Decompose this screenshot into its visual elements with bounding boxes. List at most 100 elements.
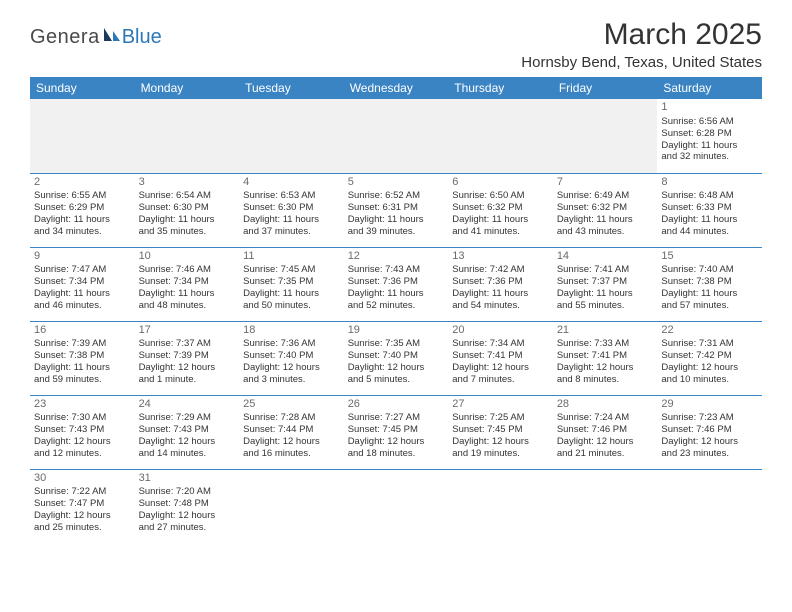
daylight-line1: Daylight: 11 hours [452,288,549,300]
sunset-text: Sunset: 7:40 PM [243,350,340,362]
day-number: 16 [34,324,131,338]
sunrise-text: Sunrise: 7:37 AM [139,338,236,350]
sunset-text: Sunset: 6:31 PM [348,202,445,214]
weekday-header: Tuesday [239,77,344,99]
day-number: 22 [661,324,758,338]
daylight-line1: Daylight: 11 hours [348,214,445,226]
daylight-line2: and 1 minute. [139,374,236,386]
daylight-line1: Daylight: 12 hours [139,436,236,448]
day-number: 7 [557,176,654,190]
calendar-day-cell: 9Sunrise: 7:47 AMSunset: 7:34 PMDaylight… [30,247,135,321]
day-number: 11 [243,250,340,264]
daylight-line2: and 10 minutes. [661,374,758,386]
sunset-text: Sunset: 7:42 PM [661,350,758,362]
day-number: 3 [139,176,236,190]
day-number: 12 [348,250,445,264]
sunset-text: Sunset: 6:29 PM [34,202,131,214]
day-number: 27 [452,398,549,412]
sunset-text: Sunset: 6:33 PM [661,202,758,214]
sunset-text: Sunset: 7:35 PM [243,276,340,288]
calendar-day-cell: 5Sunrise: 6:52 AMSunset: 6:31 PMDaylight… [344,173,449,247]
sunset-text: Sunset: 7:41 PM [452,350,549,362]
calendar-day-cell: 4Sunrise: 6:53 AMSunset: 6:30 PMDaylight… [239,173,344,247]
weekday-header: Friday [553,77,658,99]
calendar-day-cell [553,99,658,173]
sunset-text: Sunset: 7:48 PM [139,498,236,510]
calendar-table: Sunday Monday Tuesday Wednesday Thursday… [30,77,762,543]
sunrise-text: Sunrise: 7:35 AM [348,338,445,350]
calendar-day-cell: 27Sunrise: 7:25 AMSunset: 7:45 PMDayligh… [448,395,553,469]
calendar-day-cell: 18Sunrise: 7:36 AMSunset: 7:40 PMDayligh… [239,321,344,395]
daylight-line2: and 55 minutes. [557,300,654,312]
daylight-line1: Daylight: 12 hours [348,436,445,448]
daylight-line1: Daylight: 11 hours [557,288,654,300]
day-number: 10 [139,250,236,264]
calendar-day-cell: 17Sunrise: 7:37 AMSunset: 7:39 PMDayligh… [135,321,240,395]
day-number: 14 [557,250,654,264]
title-block: March 2025 Hornsby Bend, Texas, United S… [521,18,762,71]
sunset-text: Sunset: 7:43 PM [139,424,236,436]
sunrise-text: Sunrise: 7:30 AM [34,412,131,424]
calendar-day-cell: 24Sunrise: 7:29 AMSunset: 7:43 PMDayligh… [135,395,240,469]
day-number: 4 [243,176,340,190]
month-title: March 2025 [521,18,762,52]
daylight-line2: and 59 minutes. [34,374,131,386]
sunset-text: Sunset: 6:30 PM [243,202,340,214]
daylight-line2: and 14 minutes. [139,448,236,460]
daylight-line1: Daylight: 11 hours [348,288,445,300]
daylight-line2: and 57 minutes. [661,300,758,312]
daylight-line1: Daylight: 11 hours [243,214,340,226]
daylight-line2: and 44 minutes. [661,226,758,238]
daylight-line1: Daylight: 12 hours [34,436,131,448]
sunset-text: Sunset: 6:32 PM [452,202,549,214]
daylight-line1: Daylight: 11 hours [139,214,236,226]
day-number: 24 [139,398,236,412]
calendar-day-cell: 29Sunrise: 7:23 AMSunset: 7:46 PMDayligh… [657,395,762,469]
calendar-day-cell [30,99,135,173]
calendar-day-cell: 8Sunrise: 6:48 AMSunset: 6:33 PMDaylight… [657,173,762,247]
sunrise-text: Sunrise: 6:54 AM [139,190,236,202]
sunset-text: Sunset: 7:34 PM [34,276,131,288]
daylight-line1: Daylight: 11 hours [661,214,758,226]
calendar-day-cell [448,99,553,173]
calendar-day-cell: 19Sunrise: 7:35 AMSunset: 7:40 PMDayligh… [344,321,449,395]
calendar-day-cell [657,469,762,543]
sunrise-text: Sunrise: 6:55 AM [34,190,131,202]
calendar-day-cell: 6Sunrise: 6:50 AMSunset: 6:32 PMDaylight… [448,173,553,247]
sunrise-text: Sunrise: 7:39 AM [34,338,131,350]
sunset-text: Sunset: 7:47 PM [34,498,131,510]
sunrise-text: Sunrise: 6:52 AM [348,190,445,202]
sunrise-text: Sunrise: 7:33 AM [557,338,654,350]
calendar-day-cell [239,99,344,173]
sunset-text: Sunset: 7:45 PM [348,424,445,436]
daylight-line2: and 23 minutes. [661,448,758,460]
calendar-day-cell: 1Sunrise: 6:56 AMSunset: 6:28 PMDaylight… [657,99,762,173]
calendar-day-cell: 22Sunrise: 7:31 AMSunset: 7:42 PMDayligh… [657,321,762,395]
sunset-text: Sunset: 6:32 PM [557,202,654,214]
sunrise-text: Sunrise: 7:36 AM [243,338,340,350]
calendar-day-cell: 16Sunrise: 7:39 AMSunset: 7:38 PMDayligh… [30,321,135,395]
day-number: 2 [34,176,131,190]
daylight-line1: Daylight: 12 hours [34,510,131,522]
calendar-day-cell: 20Sunrise: 7:34 AMSunset: 7:41 PMDayligh… [448,321,553,395]
calendar-page: Genera Blue March 2025 Hornsby Bend, Tex… [0,0,792,543]
calendar-week-row: 9Sunrise: 7:47 AMSunset: 7:34 PMDaylight… [30,247,762,321]
day-number: 15 [661,250,758,264]
daylight-line2: and 5 minutes. [348,374,445,386]
day-number: 25 [243,398,340,412]
weekday-header: Sunday [30,77,135,99]
sunrise-text: Sunrise: 7:43 AM [348,264,445,276]
sunrise-text: Sunrise: 7:27 AM [348,412,445,424]
sunrise-text: Sunrise: 7:41 AM [557,264,654,276]
daylight-line2: and 25 minutes. [34,522,131,534]
sunset-text: Sunset: 7:38 PM [661,276,758,288]
calendar-week-row: 2Sunrise: 6:55 AMSunset: 6:29 PM Daylight… [30,173,762,247]
calendar-week-row: 30Sunrise: 7:22 AMSunset: 7:47 PMDayligh… [30,469,762,543]
daylight-line2: and 50 minutes. [243,300,340,312]
brand-logo: Genera Blue [30,18,162,49]
weekday-header: Thursday [448,77,553,99]
sunrise-text: Sunrise: 6:48 AM [661,190,758,202]
calendar-day-cell [239,469,344,543]
day-number: 29 [661,398,758,412]
sunrise-text: Sunrise: 6:50 AM [452,190,549,202]
